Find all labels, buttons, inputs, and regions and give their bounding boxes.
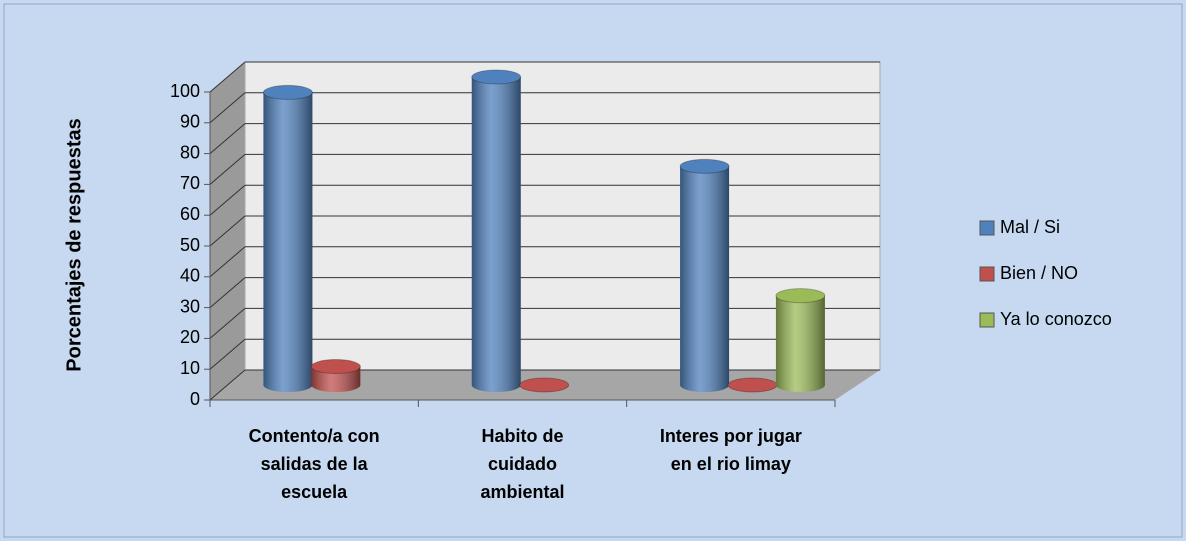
y-tick-label: 100 (170, 81, 200, 101)
grid-line (209, 369, 246, 401)
x-tick-label: Habito de cuidado ambiental (480, 426, 565, 502)
y-tick-label: 0 (190, 389, 200, 409)
cylinder-top (775, 288, 826, 304)
grid-line (209, 61, 246, 93)
x-tick-label: Contento/a con salidas de la escuela (248, 426, 380, 502)
legend-swatch (979, 266, 995, 282)
y-tick-label: 70 (180, 173, 200, 193)
grid-line (209, 184, 246, 216)
grid-line (209, 154, 246, 185)
grid-line (209, 215, 246, 247)
y-tick-label: 20 (180, 327, 200, 347)
y-tick-label: 60 (180, 204, 200, 224)
grid-line (209, 123, 246, 154)
legend-label: Ya lo conozco (1000, 309, 1112, 329)
grid-line (209, 92, 246, 124)
cylinder-shade (263, 92, 313, 393)
legend-swatch (979, 220, 995, 236)
cylinder-top (519, 377, 570, 393)
y-tick-label: 30 (180, 296, 200, 316)
legend-label: Bien / NO (1000, 263, 1078, 283)
cylinder-shade (311, 366, 361, 392)
legend-label: Mal / Si (1000, 217, 1060, 237)
cylinder-top (310, 359, 361, 375)
y-tick-label: 40 (180, 266, 200, 286)
y-tick-label: 80 (180, 142, 200, 162)
legend-swatch (979, 312, 995, 328)
grid-line (209, 308, 246, 339)
cylinder-top (262, 84, 313, 100)
grid-line (209, 277, 246, 308)
x-tick-label: Interes por jugar en el rio limay (659, 426, 802, 474)
cylinder-shade (471, 77, 521, 392)
chart-border (3, 3, 1183, 538)
cylinder-shade (680, 166, 730, 392)
cylinder-top (679, 158, 730, 174)
y-tick-label: 50 (180, 235, 200, 255)
cylinder-top (471, 69, 522, 85)
cylinder-top (727, 377, 778, 393)
y-axis-title: Porcentajes de respuestas (63, 118, 85, 371)
y-tick-label: 10 (180, 358, 200, 378)
grid-line (209, 338, 246, 370)
y-tick-label: 90 (180, 112, 200, 132)
cylinder-shade (775, 295, 825, 393)
grid-line (209, 246, 246, 278)
